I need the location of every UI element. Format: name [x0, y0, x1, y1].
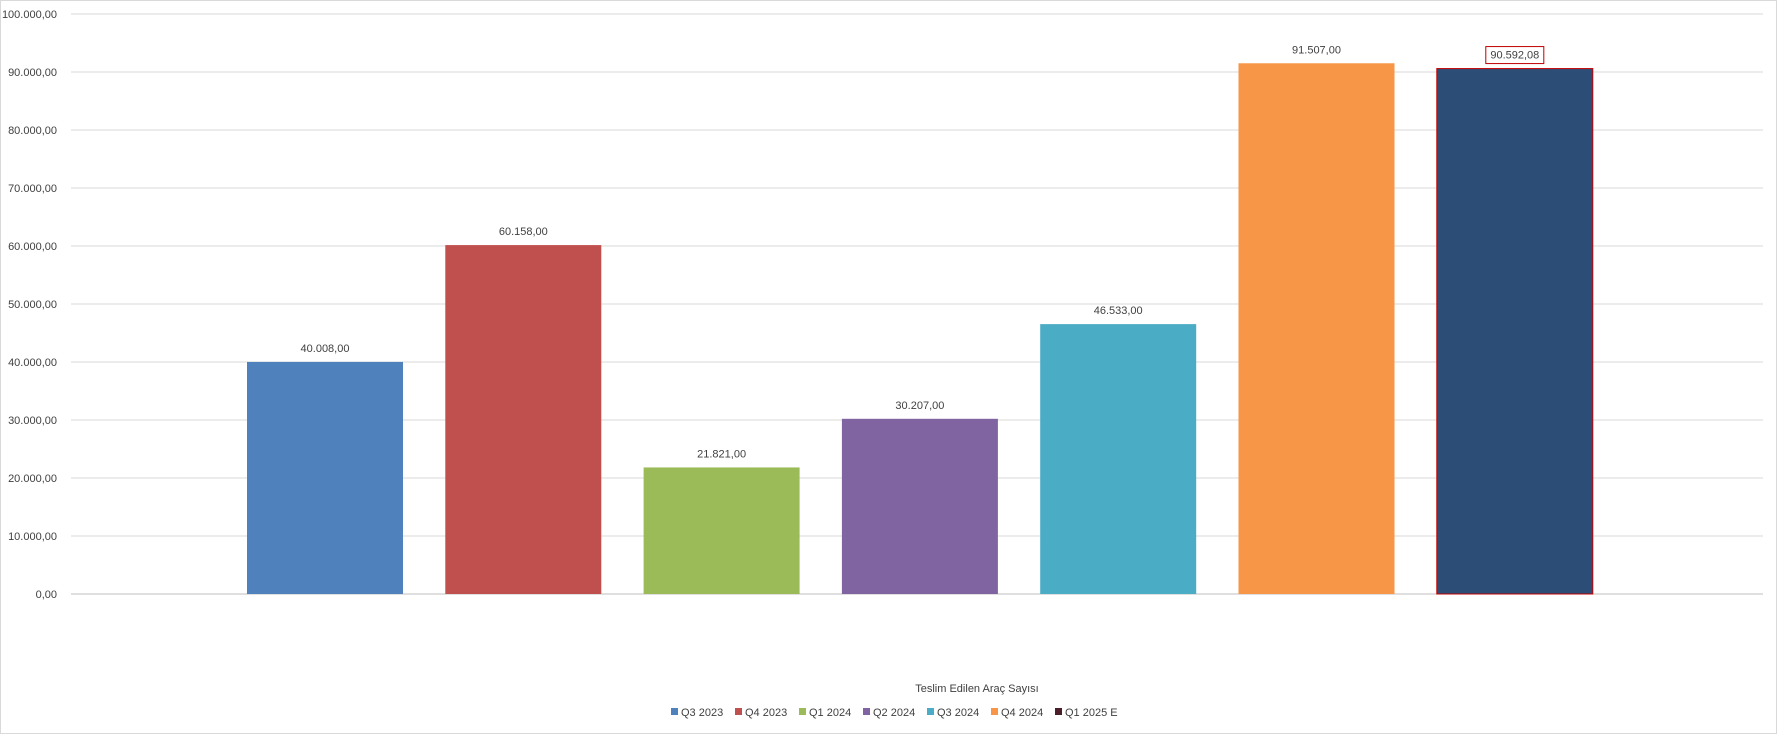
- y-tick-label: 100.000,00: [2, 9, 57, 21]
- legend-swatch: [671, 708, 678, 715]
- y-tick-label: 60.000,00: [8, 241, 57, 253]
- bar-q1-2024: [643, 467, 800, 594]
- data-label: 90.592,08: [1490, 50, 1539, 62]
- y-tick-label: 10.000,00: [8, 531, 57, 543]
- data-label: 60.158,00: [499, 226, 548, 238]
- bar-q4-2024: [1238, 63, 1395, 594]
- legend-entry: Q2 2024: [873, 707, 915, 719]
- bar-q1-2025-e: [1436, 68, 1594, 595]
- bar-q3-2024: [1040, 324, 1197, 594]
- bar-q4-2023: [445, 245, 602, 594]
- y-tick-label: 80.000,00: [8, 125, 57, 137]
- bars: [247, 63, 1594, 595]
- y-axis-ticks: 0,00 10.000,00 20.000,00 30.000,00 40.000,00…: [2, 9, 57, 601]
- legend-entry: Q1 2025 E: [1065, 707, 1118, 719]
- legend: Q3 2023 Q4 2023 Q1 2024 Q2 2024 Q3 2024 Q4 20…: [671, 707, 1118, 719]
- bar-q3-2023: [247, 361, 403, 594]
- bar-q2-2024: [841, 418, 998, 594]
- legend-entry: Q4 2023: [745, 707, 787, 719]
- legend-swatch: [735, 708, 742, 715]
- y-tick-label: 0,00: [36, 589, 57, 601]
- legend-swatch: [927, 708, 934, 715]
- legend-swatch: [1055, 708, 1062, 715]
- legend-swatch: [863, 708, 870, 715]
- legend-entry: Q4 2024: [1001, 707, 1043, 719]
- data-labels: 40.008,00 60.158,00 21.821,00 30.207,00 46.5…: [301, 44, 1545, 460]
- data-label: 91.507,00: [1292, 44, 1341, 56]
- legend-entry: Q1 2024: [809, 707, 851, 719]
- data-label: 40.008,00: [301, 343, 350, 355]
- legend-entry: Q3 2023: [681, 707, 723, 719]
- data-label: 21.821,00: [697, 448, 746, 460]
- data-label: 30.207,00: [895, 400, 944, 412]
- y-tick-label: 70.000,00: [8, 183, 57, 195]
- legend-entry: Q3 2024: [937, 707, 979, 719]
- data-label-highlight-box: [1485, 46, 1545, 65]
- y-tick-label: 50.000,00: [8, 299, 57, 311]
- y-tick-label: 40.000,00: [8, 357, 57, 369]
- y-tick-label: 30.000,00: [8, 415, 57, 427]
- y-tick-label: 20.000,00: [8, 473, 57, 485]
- y-tick-label: 90.000,00: [8, 67, 57, 79]
- data-label: 46.533,00: [1094, 305, 1143, 317]
- legend-swatch: [991, 708, 998, 715]
- legend-swatch: [799, 708, 806, 715]
- x-axis-label: Teslim Edilen Araç Sayısı: [915, 683, 1039, 695]
